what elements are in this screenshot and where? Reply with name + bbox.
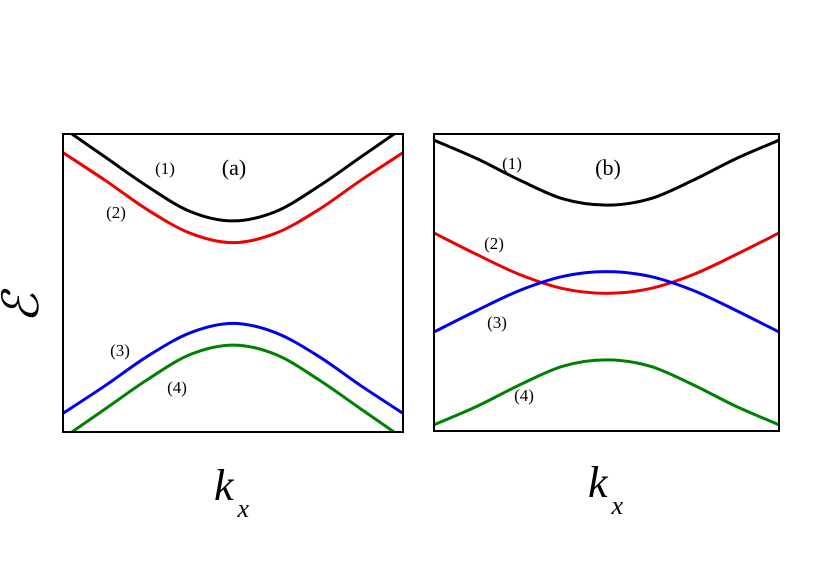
panel-a-label: (a) <box>222 155 246 180</box>
panel-b-band-4-line <box>434 358 779 427</box>
bands-a <box>63 134 403 432</box>
panel-b-curve-label-4: (4) <box>514 386 534 405</box>
panel-a-band-2-line <box>63 151 403 245</box>
bands-b <box>434 138 779 427</box>
panel-a-band-3-line <box>63 321 403 415</box>
panel-a-curve-label-2: (2) <box>106 203 126 222</box>
panel-a-band-1-line <box>69 134 397 223</box>
panel-b-curve-label-2: (2) <box>484 234 504 253</box>
panel-a-curve-label-1: (1) <box>155 159 175 178</box>
panel-a-curve-label-4: (4) <box>167 378 187 397</box>
panel-b-band-2-line <box>434 231 779 295</box>
panel-a-x-axis-label-sub: x <box>237 494 250 523</box>
panel-a-band-4-line <box>69 343 397 432</box>
panel-b-band-1-line <box>434 138 779 207</box>
panel-b-label: (b) <box>595 155 621 180</box>
panel-b-curve-label-3: (3) <box>487 313 507 332</box>
y-axis-label: ℰ <box>0 288 49 323</box>
panel-a-x-axis-label-main: k <box>214 461 235 510</box>
panel-b-x-axis-label-main: k <box>588 458 609 507</box>
panel-b-band-3-line <box>434 270 779 334</box>
panel-b-x-axis-label-sub: x <box>611 491 624 520</box>
panel-b-curve-label-1: (1) <box>502 154 522 173</box>
panel-a-curve-label-3: (3) <box>110 341 130 360</box>
panel-a-frame <box>62 133 404 433</box>
panel-b-frame <box>433 133 780 432</box>
